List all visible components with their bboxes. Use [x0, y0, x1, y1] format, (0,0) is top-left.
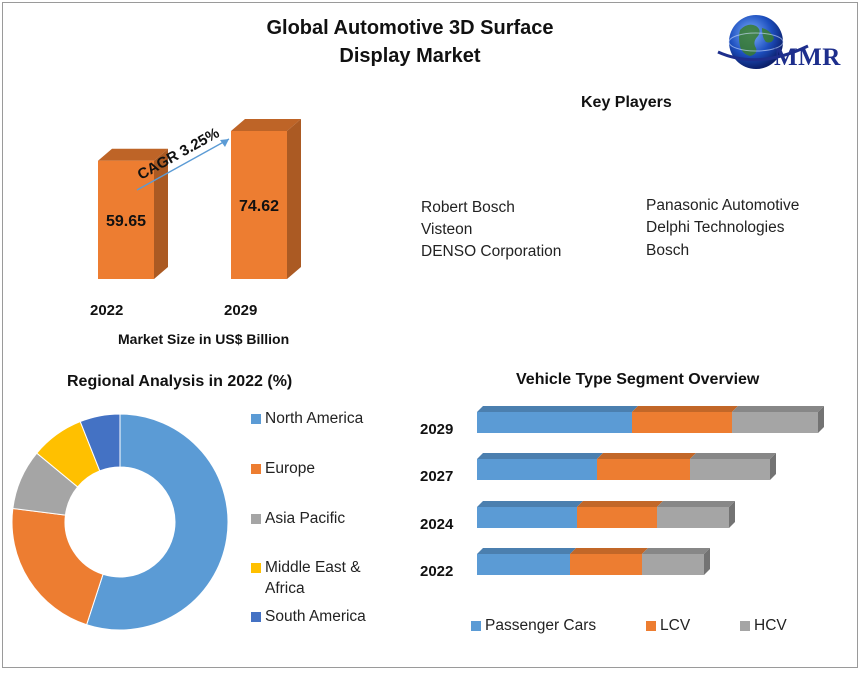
legend-label-line: Europe [265, 460, 315, 477]
segment-passenger-cars-2024 [477, 507, 577, 528]
player-panasonic: Panasonic Automotive [646, 197, 800, 214]
segment-lcv-2022 [570, 554, 642, 575]
infographic-frame [2, 2, 858, 668]
segment-top-0 [477, 406, 638, 412]
segment-side [770, 453, 776, 480]
segment-top-0 [477, 501, 583, 507]
segment-year-label-2024: 2024 [420, 516, 454, 533]
segment-year-label-2029: 2029 [420, 421, 454, 438]
player-delphi: Delphi Technologies [646, 219, 785, 236]
segment-passenger-cars-2022 [477, 554, 570, 575]
segment-hcv-2027 [690, 459, 770, 480]
legend-label-0: North America [265, 408, 363, 429]
vehicle-segment-title: Vehicle Type Segment Overview [516, 371, 760, 388]
market-value-label-2022: 59.65 [106, 213, 146, 230]
regional-title: Regional Analysis in 2022 (%) [67, 373, 293, 390]
segment-top-2 [657, 501, 735, 507]
player-visteon: Visteon [421, 221, 473, 238]
segment-top-1 [577, 501, 663, 507]
market-category-2022: 2022 [90, 302, 124, 319]
segment-year-label-2022: 2022 [420, 563, 454, 580]
segment-lcv-2029 [632, 412, 732, 433]
legend-label-line: Africa [265, 580, 305, 597]
segment-side [729, 501, 735, 528]
segment-bar-2027 [477, 453, 776, 480]
segment-side [704, 548, 710, 575]
donut-slice-europe [11, 507, 104, 626]
legend-label-line: South America [265, 608, 366, 625]
legend-label-line: North America [265, 410, 364, 427]
cagr-arrowhead [220, 139, 229, 147]
segment-top-2 [732, 406, 824, 412]
segment-top-1 [632, 406, 738, 412]
legend-swatch-1 [251, 464, 261, 474]
segment-top-2 [642, 548, 710, 554]
market-bar-2022 [98, 148, 168, 279]
segment-passenger-cars-2029 [477, 412, 632, 433]
segment-hcv-2024 [657, 507, 729, 528]
player-denso: DENSO Corporation [421, 243, 562, 260]
segment-hcv-2022 [642, 554, 704, 575]
legend-label-4: South America [265, 606, 366, 627]
player-robert-bosch: Robert Bosch [421, 199, 515, 216]
donut-slice-north-america [85, 413, 229, 631]
market-value-label-2029: 74.62 [239, 198, 279, 215]
segment-bar-2029 [477, 406, 824, 433]
legend-label-line: Middle East & [265, 559, 361, 576]
legend-swatch-3 [251, 563, 261, 573]
legend-label-2: Asia Pacific [265, 508, 345, 529]
segment-lcv-2027 [597, 459, 690, 480]
title-line-2: Display Market [339, 45, 481, 67]
segment-top-1 [597, 453, 696, 459]
segment-passenger-cars-2027 [477, 459, 597, 480]
segment-legend-swatch-0 [471, 621, 481, 631]
segment-year-label-2027: 2027 [420, 468, 454, 485]
legend-swatch-2 [251, 514, 261, 524]
player-bosch: Bosch [646, 242, 690, 259]
segment-legend-swatch-2 [740, 621, 750, 631]
key-players-title: Key Players [581, 94, 672, 111]
segment-lcv-2024 [577, 507, 657, 528]
segment-legend-label-0: Passenger Cars [485, 617, 597, 634]
segment-side [818, 406, 824, 433]
legend-label-line: Asia Pacific [265, 510, 346, 527]
segment-hcv-2029 [732, 412, 818, 433]
segment-top-2 [690, 453, 776, 459]
legend-swatch-0 [251, 414, 261, 424]
mmr-logo [717, 15, 809, 69]
market-bar-2029 [231, 119, 301, 279]
legend-label-1: Europe [265, 458, 315, 479]
segment-legend-label-1: LCV [660, 617, 691, 634]
title-line-1: Global Automotive 3D Surface [266, 17, 554, 39]
segment-top-0 [477, 548, 576, 554]
market-category-2029: 2029 [224, 302, 258, 319]
legend-swatch-4 [251, 612, 261, 622]
legend-label-3: Middle East & Africa [265, 557, 361, 599]
segment-legend-label-2: HCV [754, 617, 787, 634]
donut-slice-south-america [79, 413, 121, 472]
segment-top-0 [477, 453, 603, 459]
logo-text: MMR [774, 44, 841, 71]
segment-legend-swatch-1 [646, 621, 656, 631]
segment-top-1 [570, 548, 648, 554]
segment-bar-2024 [477, 501, 735, 528]
cagr-arrow [136, 138, 230, 191]
segment-bar-2022 [477, 548, 710, 575]
page-title: Global Automotive 3D Surface Display Mar… [230, 14, 590, 70]
market-axis-label: Market Size in US$ Billion [118, 331, 290, 347]
